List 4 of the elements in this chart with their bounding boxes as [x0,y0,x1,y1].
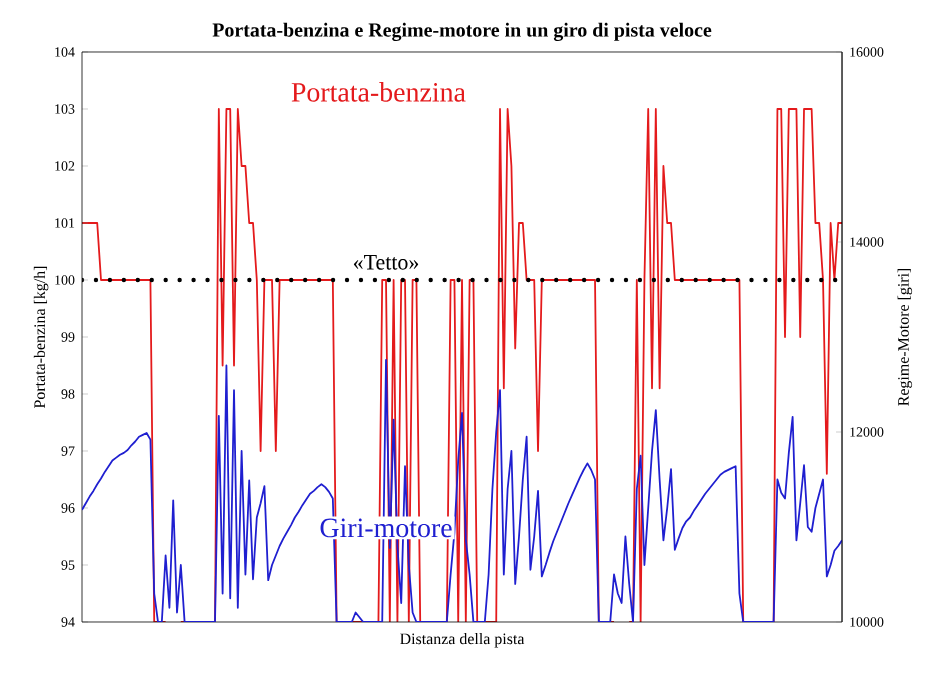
series-label: Giri-motore [320,518,452,538]
series-label: Portata-benzina [291,82,466,102]
chart-title: Portata-benzina e Regime-motore in un giro di pista veloce [212,22,712,41]
ref-line-label: «Tetto» [353,255,419,270]
